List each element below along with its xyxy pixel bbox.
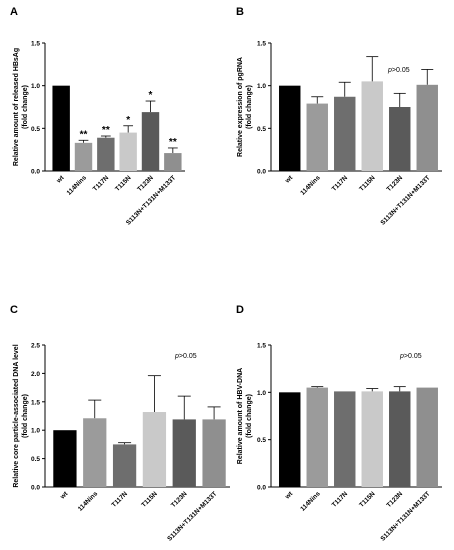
panel-a-bar-wt	[52, 85, 70, 171]
panel-a-y-axis-label: (fold change)	[22, 85, 29, 129]
panel-a-bar-t123n	[141, 112, 160, 171]
panel-a-significance: *	[149, 90, 153, 101]
panel-a-y-tick-label: 1.0	[31, 83, 40, 90]
panel-c-x-tick-label: T115N	[140, 490, 159, 509]
panel-a-label: A	[10, 6, 18, 18]
panel-a-significance: **	[80, 129, 88, 140]
panel-d-x-tick-label: T123N	[385, 490, 404, 509]
panel-a-y-axis-label: Relative amount of released HBsAg	[13, 48, 20, 166]
panel-d-y-axis-label: Relative amount of HBV-DNA	[237, 368, 244, 464]
panel-a-significance: **	[102, 125, 110, 136]
panel-c-bar-t115n	[142, 412, 167, 487]
panel-c-bar-wt	[53, 430, 77, 487]
panel-d-y-tick-label: 0.0	[257, 485, 266, 492]
panel-b-x-tick-label: T117N	[331, 174, 350, 193]
panel-d-y-tick-label: 1.5	[257, 343, 266, 350]
panel-d-bar-s113n-t131n-m133t	[416, 387, 438, 487]
panel-d-y-tick-label: 0.5	[257, 437, 266, 444]
panel-a-x-tick-label: 114Nins	[66, 174, 89, 197]
panel-c-x-tick-label: T117N	[111, 490, 130, 509]
panel-b-y-tick-label: 0.5	[257, 126, 266, 133]
panel-d-bar-t115n	[361, 391, 383, 487]
panel-a-bar-t117n	[97, 137, 115, 171]
panel-c-y-tick-label: 0.0	[31, 485, 40, 492]
panel-d-annotation: p>0.05	[399, 353, 422, 360]
panel-c-y-axis-label: (fold change)	[22, 394, 29, 438]
panel-b-bar-t115n	[361, 81, 383, 171]
panel-a-bar-s113n-t131n-m133t	[164, 153, 182, 171]
panel-a-x-tick-label: T117N	[92, 174, 111, 193]
panel-c-y-axis-label: Relative core particle-associated DNA le…	[13, 344, 20, 487]
panel-c-annotation: p>0.05	[174, 353, 197, 360]
panel-a-y-tick-label: 0.5	[31, 126, 40, 133]
panel-b-bar-wt	[279, 85, 301, 171]
panel-c-x-tick-label: 114Nins	[77, 490, 100, 513]
panel-a-y-tick-label: 0.0	[31, 169, 40, 176]
panel-b-label: B	[236, 6, 244, 18]
panel-b-x-tick-label: S113N+T131N+M133T	[379, 174, 431, 226]
panel-b-bar-s113n-t131n-m133t	[416, 84, 438, 171]
panel-d-y-tick-label: 1.0	[257, 390, 266, 397]
panel-d-label: D	[236, 304, 244, 316]
panel-c-bar-114nins	[83, 418, 107, 487]
panel-b-y-tick-label: 1.5	[257, 41, 266, 48]
panel-c-bar-s113n-t131n-m133t	[202, 419, 226, 487]
panel-b-y-axis-label: Relative expression of pgRNA	[237, 57, 244, 157]
panel-c-x-tick-label: wt	[59, 490, 70, 501]
panel-d-x-tick-label: 114Nins	[299, 490, 322, 513]
panel-b-x-tick-label: T115N	[358, 174, 377, 193]
panel-d-x-tick-label: T117N	[331, 490, 350, 509]
panel-d-bar-t117n	[334, 391, 356, 487]
panel-b-bar-114nins	[306, 103, 328, 171]
panel-b-x-tick-label: 114Nins	[299, 174, 322, 197]
panel-c-y-tick-label: 1.5	[31, 399, 40, 406]
panel-b-bar-t123n	[389, 107, 411, 171]
panel-d-bar-wt	[279, 392, 301, 487]
panel-c-y-tick-label: 0.5	[31, 456, 40, 463]
panel-d-bar-t123n	[389, 391, 411, 487]
panel-b-y-axis-label: (fold change)	[246, 85, 253, 129]
panel-d-x-tick-label: T115N	[358, 490, 377, 509]
panel-a-bar-114nins	[74, 142, 93, 171]
panel-a-x-tick-label: T123N	[136, 174, 155, 193]
panel-c-y-tick-label: 2.5	[31, 343, 40, 350]
panel-a-bar-t115n	[119, 132, 137, 171]
panel-c-y-tick-label: 2.0	[31, 371, 40, 378]
panel-b-bar-t117n	[334, 96, 356, 171]
panel-d-y-axis-label: (fold change)	[246, 394, 253, 438]
panel-a-x-tick-label: T115N	[114, 174, 133, 193]
panel-b-annotation: p>0.05	[387, 67, 410, 74]
panel-a-significance: *	[126, 115, 130, 126]
panel-c-bar-t117n	[112, 444, 137, 487]
panel-c-bar-t123n	[172, 419, 196, 487]
panel-a-x-tick-label: wt	[55, 174, 66, 185]
panel-b-y-tick-label: 0.0	[257, 169, 266, 176]
panel-c-x-tick-label: T123N	[170, 490, 189, 509]
panel-c-label: C	[10, 304, 18, 316]
panel-d-x-tick-label: wt	[283, 490, 294, 501]
panel-c-y-tick-label: 1.0	[31, 428, 40, 435]
panel-c-x-tick-label: S113N+T131N+M133T	[166, 490, 218, 542]
panel-a-significance: **	[169, 137, 177, 148]
panel-b-x-tick-label: wt	[283, 174, 294, 185]
panel-a-y-tick-label: 1.5	[31, 41, 40, 48]
panel-d-bar-114nins	[306, 387, 328, 487]
panel-b-x-tick-label: T123N	[385, 174, 404, 193]
panel-b-y-tick-label: 1.0	[257, 83, 266, 90]
panel-d-x-tick-label: S113N+T131N+M133T	[379, 490, 431, 542]
